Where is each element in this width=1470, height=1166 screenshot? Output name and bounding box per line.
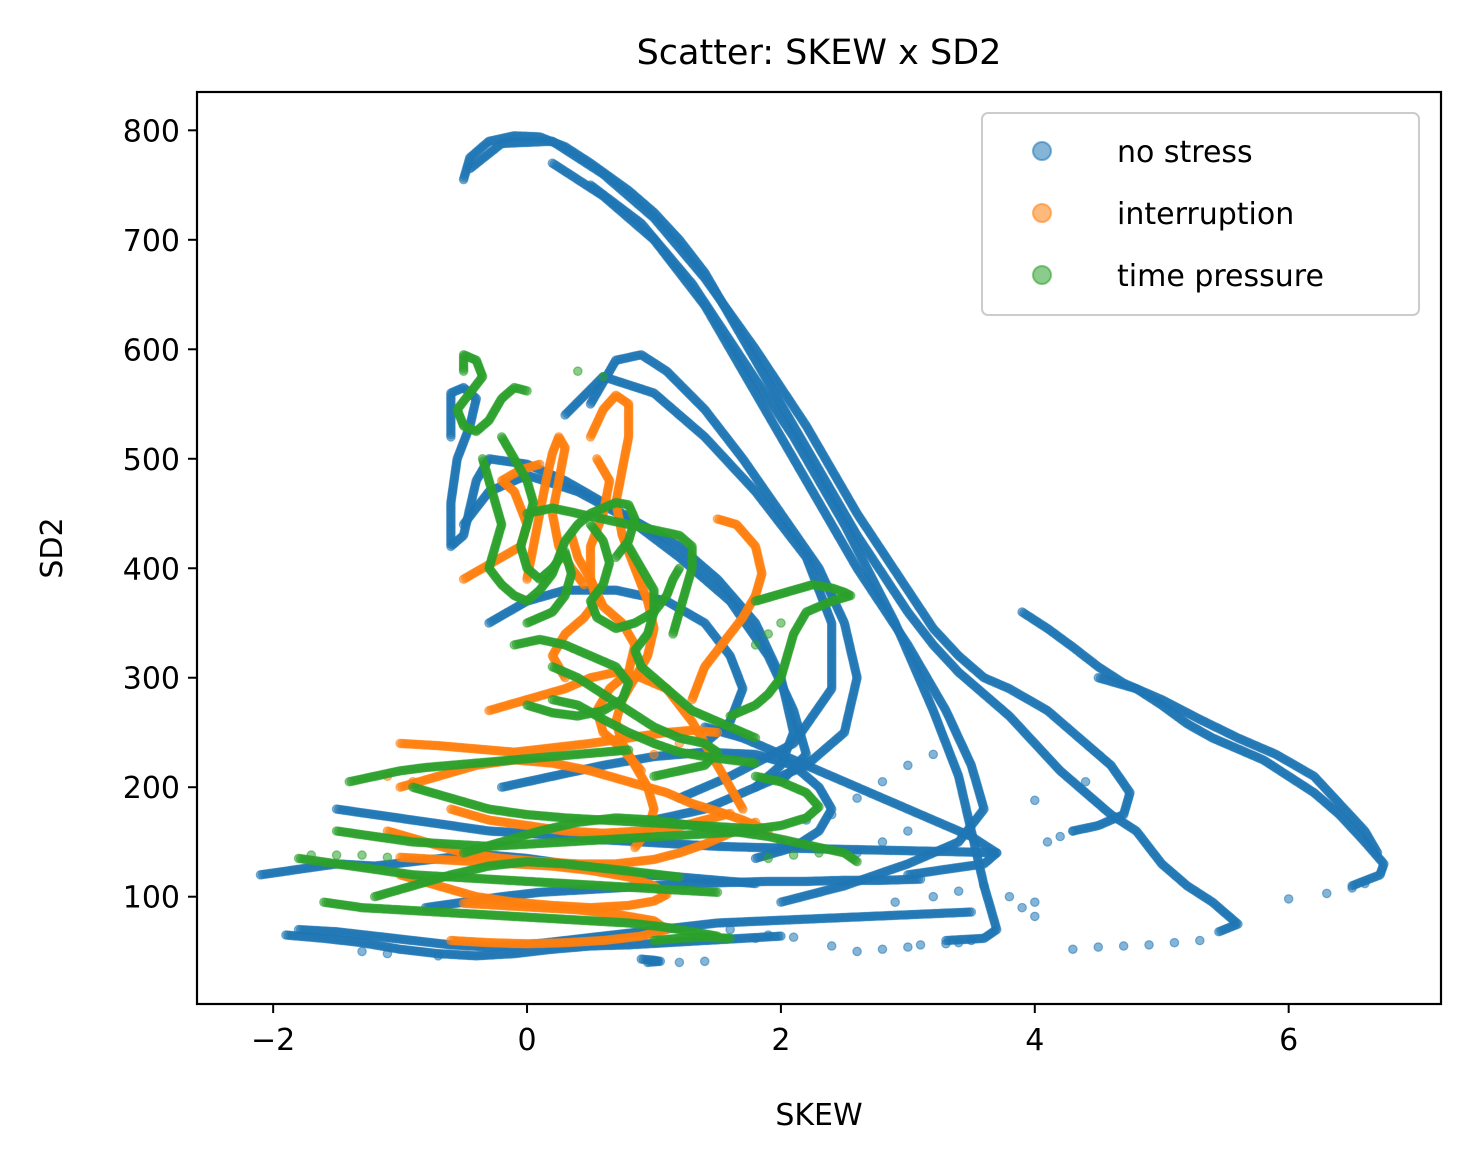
- chart-title: Scatter: SKEW x SD2: [637, 33, 1002, 73]
- data-point: [776, 897, 786, 907]
- points-layer: [255, 131, 1389, 968]
- data-point: [776, 931, 786, 941]
- data-point: [1372, 848, 1383, 858]
- data-point: [750, 782, 761, 793]
- data-point: [1214, 926, 1224, 937]
- data-point: [966, 907, 977, 917]
